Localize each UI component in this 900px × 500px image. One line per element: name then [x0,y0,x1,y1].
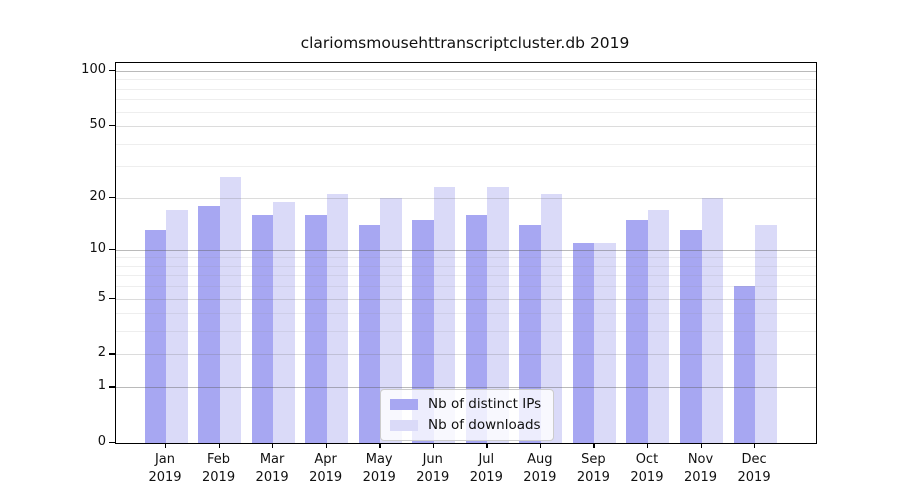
gridline-40 [116,143,816,145]
x-tick-mark [754,443,756,448]
bar-downloads-apr [326,193,349,443]
gridline-90 [116,79,816,81]
x-tick-label-aug: Aug 2019 [523,452,557,485]
gridline-10 [116,249,816,251]
gridline-8 [116,265,816,267]
bar-downloads-may [380,197,402,443]
bar-downloads-mar [273,201,295,443]
y-tick-mark [109,386,115,388]
y-tick-mark [109,196,115,198]
x-tick-mark [593,443,595,448]
bar-downloads-sep [594,242,616,443]
gridline-80 [116,88,816,90]
x-tick-mark [165,443,167,448]
y-tick-label-0: 0 [97,434,106,449]
bar-distinct-ips-may [358,224,381,443]
gridline-50 [116,126,816,128]
x-tick-label-jul: Jul 2019 [469,452,503,485]
x-tick-mark [379,443,381,448]
legend-item-distinct-ips: Nb of distinct IPs [390,396,541,412]
gridline-1 [116,387,816,389]
legend-label-downloads: Nb of downloads [428,417,541,433]
bar-distinct-ips-dec [733,286,756,443]
x-tick-label-dec: Dec 2019 [737,452,771,485]
x-tick-mark [700,443,702,448]
gridline-20 [116,197,816,199]
y-tick-mark [109,442,115,444]
bar-downloads-aug [540,193,563,443]
bar-downloads-nov [701,197,723,443]
bar-distinct-ips-sep [572,242,595,443]
x-tick-label-nov: Nov 2019 [683,452,718,485]
gridline-30 [116,166,816,168]
bar-distinct-ips-feb [198,205,220,443]
y-tick-label-50: 50 [89,117,106,133]
x-tick-mark [272,443,274,448]
x-tick-label-feb: Feb 2019 [202,452,236,485]
x-tick-label-mar: Mar 2019 [255,452,289,485]
y-tick-label-2: 2 [97,345,106,361]
gridline-100 [116,71,816,72]
legend-label-distinct-ips: Nb of distinct IPs [428,396,542,412]
plot-area [115,62,817,444]
y-tick-label-20: 20 [89,188,106,204]
y-tick-mark [109,353,115,355]
x-tick-label-oct: Oct 2019 [630,452,664,485]
y-tick-label-10: 10 [89,240,106,256]
x-tick-label-apr: Apr 2019 [309,452,343,485]
bar-distinct-ips-oct [626,219,648,443]
legend-swatch-distinct-ips [390,398,418,410]
x-tick-mark [539,443,542,448]
bar-distinct-ips-jul [465,214,488,443]
legend-swatch-downloads [390,419,418,431]
gridline-4 [116,313,816,315]
y-tick-mark [109,297,115,299]
x-tick-mark [486,443,488,448]
x-tick-label-may: May 2019 [362,452,396,485]
x-tick-label-jan: Jan 2019 [148,452,182,485]
x-tick-mark [432,443,435,448]
y-tick-label-100: 100 [81,61,106,77]
bar-downloads-jan [166,210,188,443]
bar-downloads-jul [487,186,509,443]
y-tick-mark [109,69,115,72]
bar-distinct-ips-mar [251,214,274,443]
bar-distinct-ips-jun [412,219,434,443]
x-tick-label-jun: Jun 2019 [416,452,450,485]
x-tick-mark [646,443,649,448]
y-tick-label-5: 5 [97,289,106,305]
y-tick-mark [109,125,115,127]
legend: Nb of distinct IPs Nb of downloads [380,389,555,441]
gridline-9 [116,257,816,259]
bar-distinct-ips-jan [144,230,166,443]
gridline-60 [116,111,816,113]
bar-distinct-ips-nov [680,230,702,443]
y-tick-label-1: 1 [97,378,106,394]
gridline-6 [116,286,816,288]
bar-downloads-feb [219,177,242,443]
x-tick-mark [325,443,328,448]
gridline-3 [116,331,816,333]
gridline-5 [116,298,816,300]
bar-distinct-ips-aug [519,224,541,443]
bar-distinct-ips-apr [305,214,327,443]
bar-downloads-jun [433,186,456,443]
x-tick-mark [218,443,220,448]
y-tick-mark [109,248,115,251]
legend-item-downloads: Nb of downloads [390,417,541,433]
x-tick-label-sep: Sep 2019 [576,452,610,485]
gridline-7 [116,275,816,277]
bar-downloads-dec [755,224,777,443]
bar-downloads-oct [647,210,670,443]
gridline-70 [116,99,816,101]
chart-title: clariomsmousehttranscriptcluster.db 2019 [300,34,630,52]
gridline-2 [116,354,816,356]
